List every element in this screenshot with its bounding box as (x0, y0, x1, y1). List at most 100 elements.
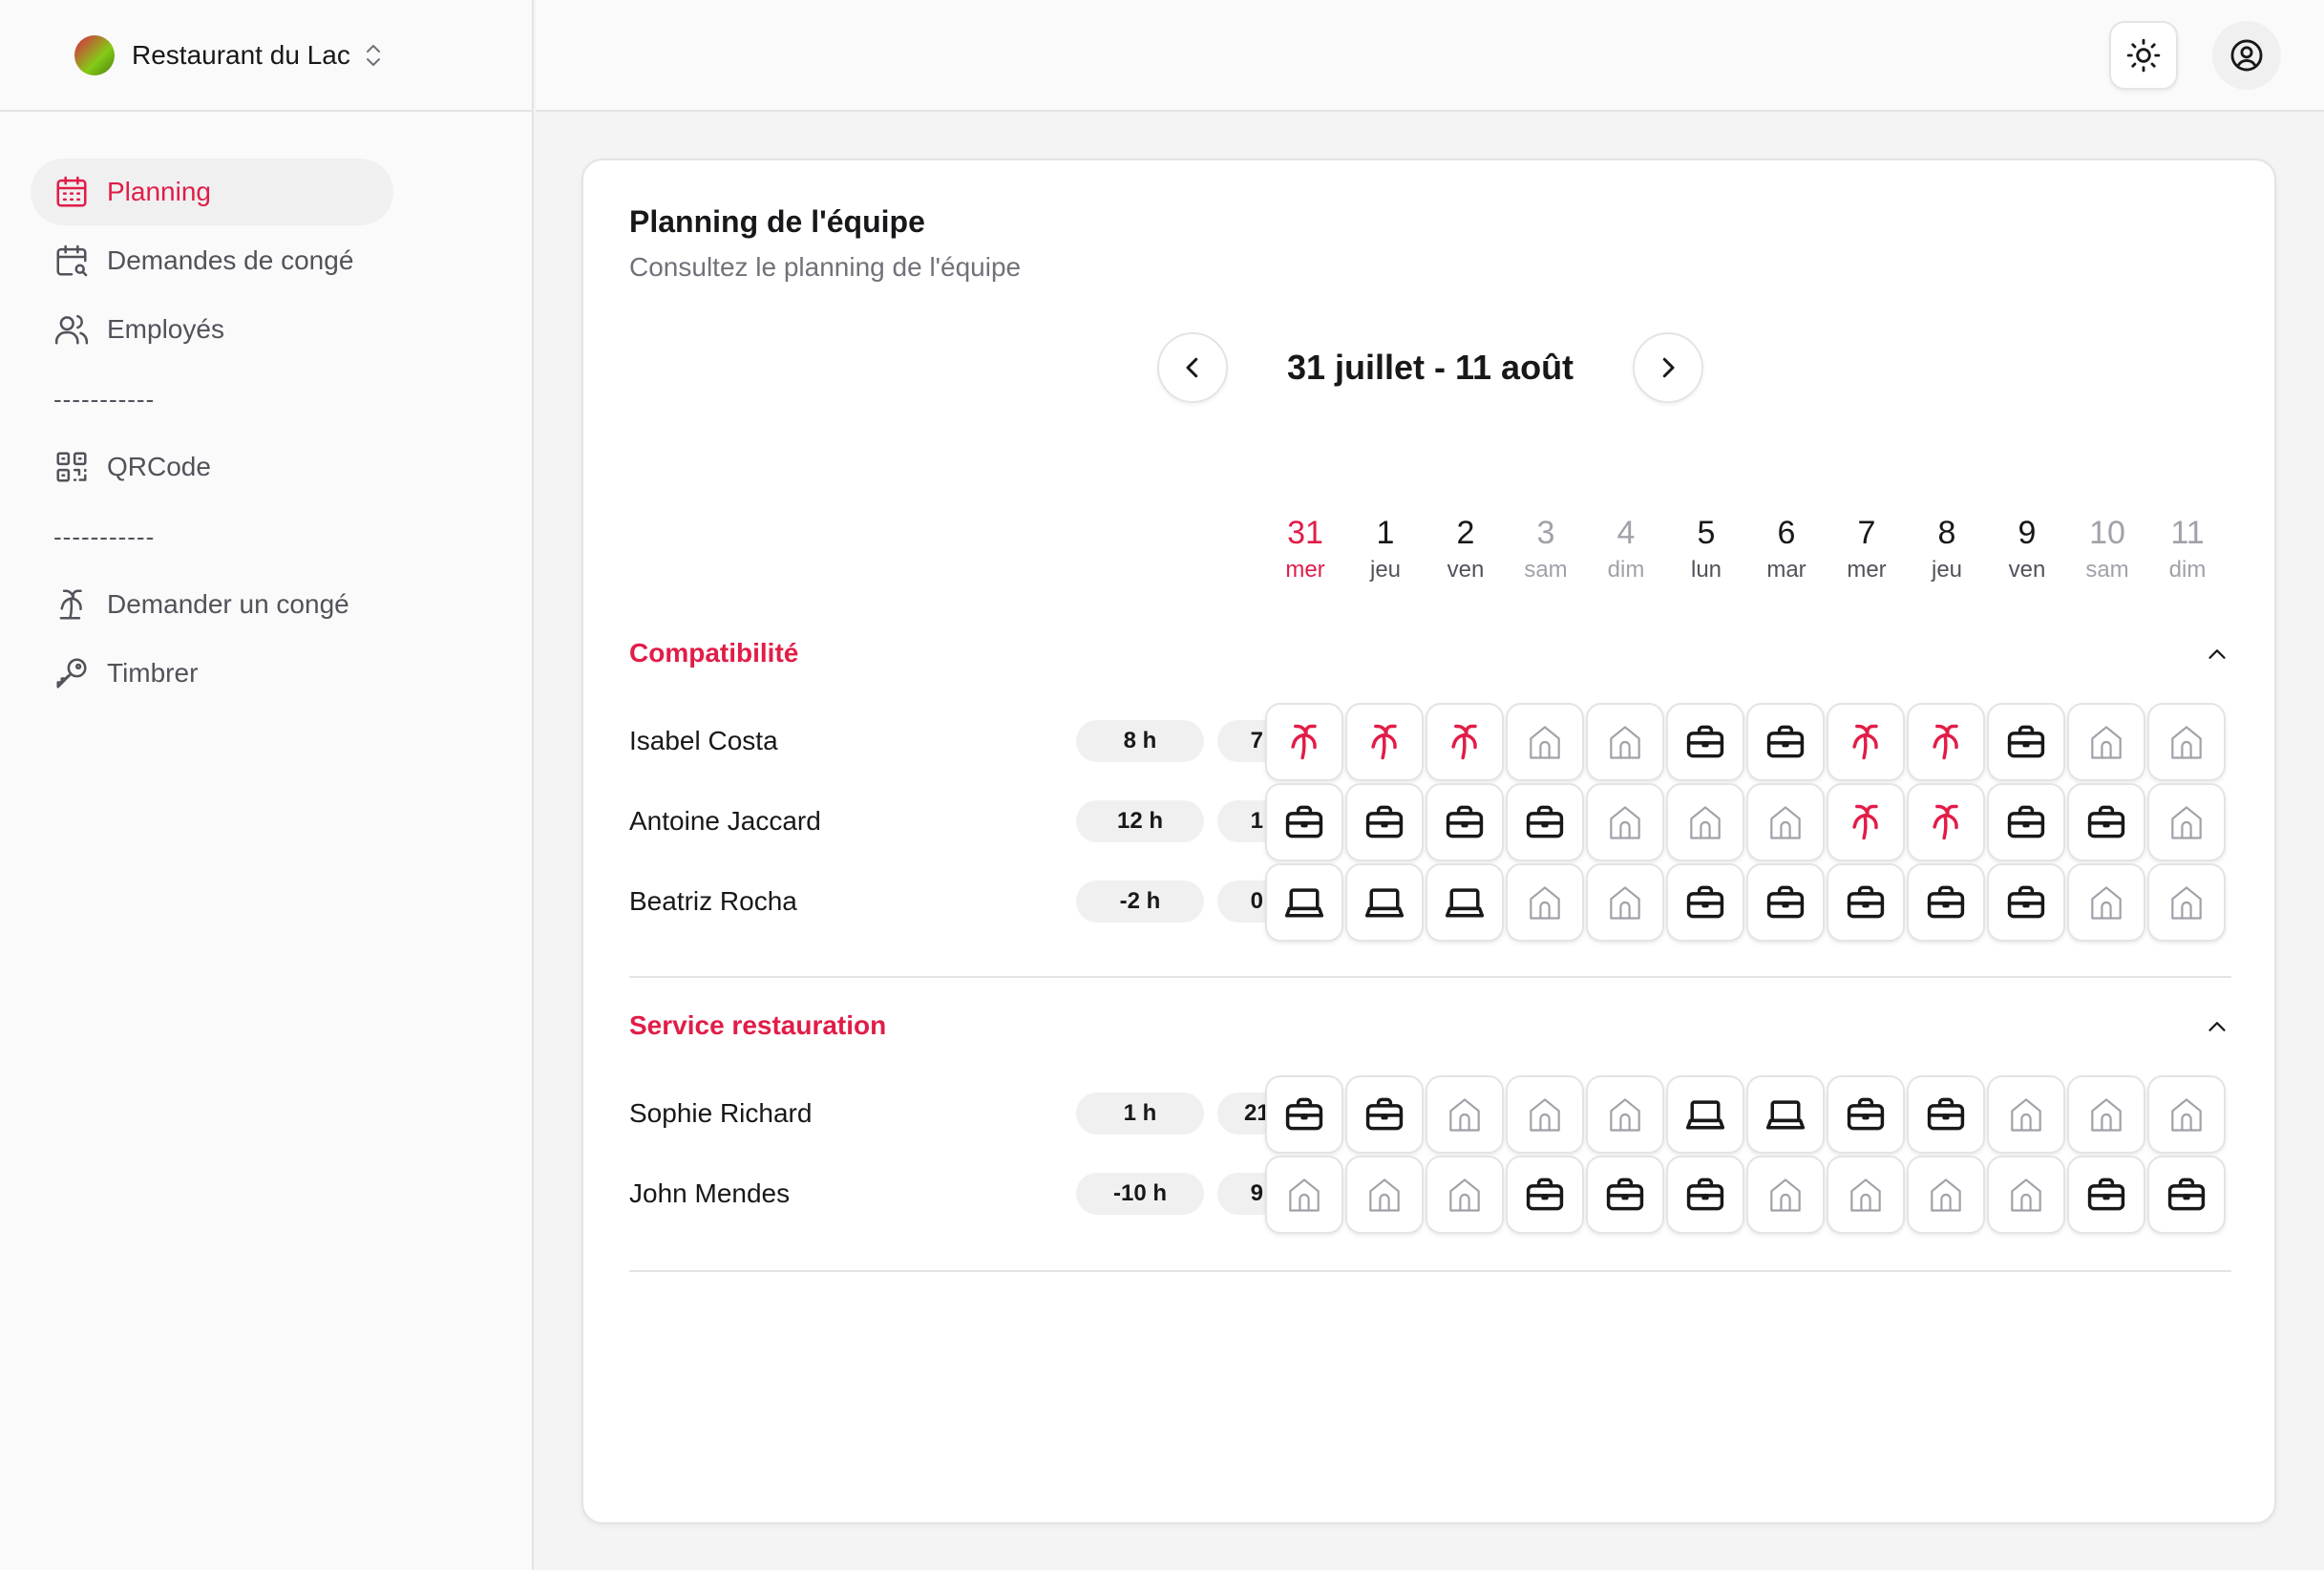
organization-switcher[interactable]: Restaurant du Lac (0, 0, 534, 112)
schedule-cell-home[interactable] (1827, 1156, 1905, 1234)
sidebar-item-qrcode[interactable]: QRCode (31, 434, 393, 500)
sidebar-item-employees[interactable]: Employés (31, 296, 393, 363)
schedule-cell-work[interactable] (1506, 1156, 1584, 1234)
previous-period-button[interactable] (1157, 332, 1228, 403)
schedule-cell-remote[interactable] (1345, 863, 1424, 942)
schedule-cell-home[interactable] (1506, 1075, 1584, 1154)
qrcode-icon (56, 452, 87, 482)
schedule-cell-vacation[interactable] (1827, 703, 1905, 781)
schedule-cell-work[interactable] (2067, 783, 2145, 861)
schedule-cell-home[interactable] (1987, 1156, 2065, 1234)
nav-separator: ----------- (53, 521, 156, 551)
schedule-cells (1265, 1075, 2228, 1154)
sun-icon (2126, 38, 2161, 73)
schedule-cell-home[interactable] (1506, 863, 1584, 942)
schedule-cell-remote[interactable] (1426, 863, 1504, 942)
schedule-cell-home[interactable] (1746, 783, 1825, 861)
schedule-cell-work[interactable] (1666, 863, 1744, 942)
schedule-cell-home[interactable] (1907, 1156, 1985, 1234)
day-column-header: 2 ven (1426, 514, 1506, 584)
day-number: 10 (2089, 515, 2125, 551)
briefcase-icon (1686, 1178, 1724, 1211)
briefcase-icon (2007, 805, 2045, 838)
schedule-cell-home[interactable] (2147, 1075, 2226, 1154)
schedule-cell-home[interactable] (1345, 1156, 1424, 1234)
laptop-icon (1445, 888, 1485, 918)
schedule-cell-home[interactable] (1586, 703, 1664, 781)
schedule-cell-home[interactable] (1506, 703, 1584, 781)
schedule-cell-work[interactable] (1987, 703, 2065, 781)
schedule-cell-vacation[interactable] (1345, 703, 1424, 781)
sidebar-item-leave-requests[interactable]: Demandes de congé (31, 227, 393, 294)
employee-name[interactable]: Antoine Jaccard (629, 806, 821, 836)
schedule-cell-home[interactable] (1426, 1075, 1504, 1154)
schedule-cell-work[interactable] (1506, 783, 1584, 861)
home-icon (2171, 1098, 2202, 1132)
schedule-cell-remote[interactable] (1265, 863, 1343, 942)
schedule-cell-vacation[interactable] (1827, 783, 1905, 861)
section-header[interactable]: Compatibilité (629, 638, 2231, 676)
day-of-week: mer (1847, 557, 1887, 583)
sidebar-item-planning[interactable]: Planning (31, 159, 393, 225)
employee-name[interactable]: John Mendes (629, 1178, 791, 1208)
schedule-cell-home[interactable] (2147, 703, 2226, 781)
schedule-cell-work[interactable] (1907, 1075, 1985, 1154)
schedule-cell-work[interactable] (1426, 783, 1504, 861)
schedule-cell-home[interactable] (1426, 1156, 1504, 1234)
briefcase-icon (1927, 885, 1965, 919)
schedule-cell-work[interactable] (1746, 703, 1825, 781)
schedule-cell-home[interactable] (2067, 703, 2145, 781)
hours-balance-badge: 12 h (1076, 800, 1204, 842)
employee-name[interactable]: Sophie Richard (629, 1098, 813, 1128)
day-of-week: ven (2008, 557, 2046, 583)
theme-toggle-button[interactable] (2109, 21, 2178, 90)
schedule-cell-home[interactable] (1586, 783, 1664, 861)
schedule-cell-work[interactable] (1265, 783, 1343, 861)
section-divider (629, 1270, 2231, 1272)
schedule-cell-home[interactable] (1586, 863, 1664, 942)
schedule-cell-home[interactable] (1987, 1075, 2065, 1154)
schedule-cell-home[interactable] (2147, 863, 2226, 942)
schedule-cell-work[interactable] (1827, 863, 1905, 942)
next-period-button[interactable] (1633, 332, 1703, 403)
schedule-cell-work[interactable] (1666, 703, 1744, 781)
schedule-cell-home[interactable] (2067, 863, 2145, 942)
schedule-cell-work[interactable] (1987, 863, 2065, 942)
briefcase-icon (1365, 805, 1404, 838)
schedule-cell-home[interactable] (1666, 783, 1744, 861)
briefcase-icon (1285, 1097, 1323, 1131)
schedule-cell-work[interactable] (1265, 1075, 1343, 1154)
schedule-cell-work[interactable] (1345, 1075, 1424, 1154)
schedule-cell-vacation[interactable] (1907, 703, 1985, 781)
schedule-cell-vacation[interactable] (1426, 703, 1504, 781)
sidebar-item-request-leave[interactable]: Demander un congé (31, 571, 393, 638)
hours-balance-value: -10 h (1112, 1180, 1167, 1206)
schedule-cell-home[interactable] (2147, 783, 2226, 861)
schedule-cell-work[interactable] (1666, 1156, 1744, 1234)
team-section-service-restauration: Service restauration Sophie Richard 1 h 21… (629, 1010, 2231, 1411)
schedule-cell-work[interactable] (1827, 1075, 1905, 1154)
schedule-cell-vacation[interactable] (1265, 703, 1343, 781)
section-header[interactable]: Service restauration (629, 1010, 2231, 1049)
schedule-cell-home[interactable] (1586, 1075, 1664, 1154)
schedule-cell-home[interactable] (2067, 1075, 2145, 1154)
employee-name[interactable]: Isabel Costa (629, 726, 778, 755)
employee-name[interactable]: Beatriz Rocha (629, 886, 797, 916)
sidebar-item-clock-in[interactable]: Timbrer (31, 640, 393, 707)
schedule-cell-home[interactable] (1265, 1156, 1343, 1234)
schedule-cell-work[interactable] (1907, 863, 1985, 942)
schedule-cell-remote[interactable] (1666, 1075, 1744, 1154)
home-icon (1610, 1098, 1640, 1132)
schedule-cell-work[interactable] (2147, 1156, 2226, 1234)
schedule-cell-work[interactable] (1586, 1156, 1664, 1234)
schedule-cell-remote[interactable] (1746, 1075, 1825, 1154)
day-number: 5 (1697, 515, 1716, 551)
schedule-cell-vacation[interactable] (1907, 783, 1985, 861)
schedule-cell-work[interactable] (1345, 783, 1424, 861)
schedule-cell-work[interactable] (1746, 863, 1825, 942)
schedule-cell-home[interactable] (1746, 1156, 1825, 1234)
schedule-cell-work[interactable] (1987, 783, 2065, 861)
user-menu-button[interactable] (2212, 21, 2281, 90)
schedule-cell-work[interactable] (2067, 1156, 2145, 1234)
